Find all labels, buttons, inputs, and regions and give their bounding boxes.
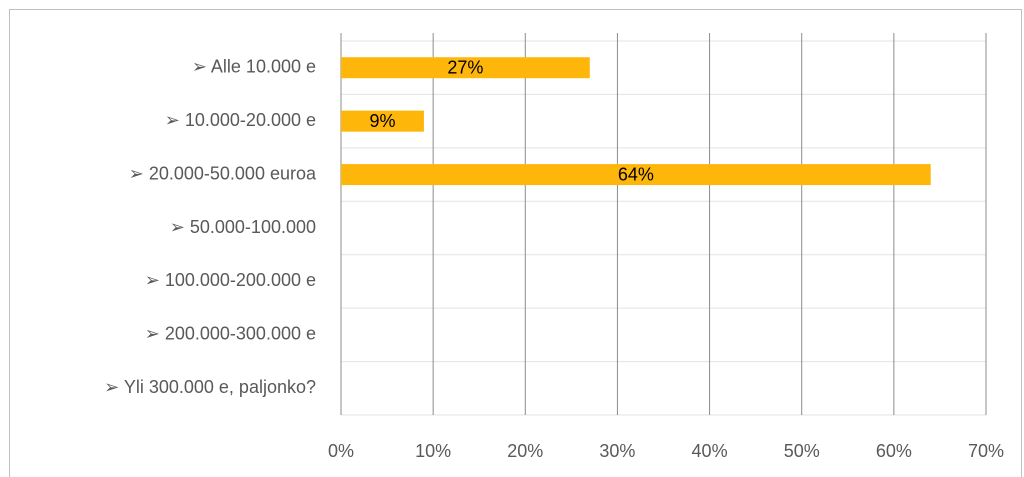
y-tick-label: ➢ 10.000-20.000 e — [165, 110, 316, 130]
x-tick-label: 60% — [876, 441, 912, 461]
x-tick-label: 40% — [692, 441, 728, 461]
x-tick-label: 0% — [328, 441, 354, 461]
bar — [341, 110, 424, 132]
bar — [341, 164, 931, 186]
x-tick-label: 50% — [784, 441, 820, 461]
data-label: 64% — [618, 164, 654, 184]
data-label: 9% — [369, 111, 395, 131]
y-tick-label: ➢ 50.000-100.000 — [170, 217, 316, 237]
data-label: 27% — [447, 57, 483, 77]
x-tick-label: 10% — [415, 441, 451, 461]
x-tick-label: 70% — [968, 441, 1004, 461]
x-tick-label: 30% — [599, 441, 635, 461]
y-tick-label: ➢ 100.000-200.000 e — [145, 270, 316, 290]
bar — [341, 57, 590, 79]
y-tick-label: ➢ 200.000-300.000 e — [145, 324, 316, 344]
x-tick-label: 20% — [507, 441, 543, 461]
y-tick-label: ➢ Alle 10.000 e — [192, 56, 316, 76]
chart-frame — [9, 9, 1022, 477]
y-tick-label: ➢ 20.000-50.000 euroa — [129, 163, 317, 183]
y-tick-label: ➢ Yli 300.000 e, paljonko? — [104, 377, 316, 397]
